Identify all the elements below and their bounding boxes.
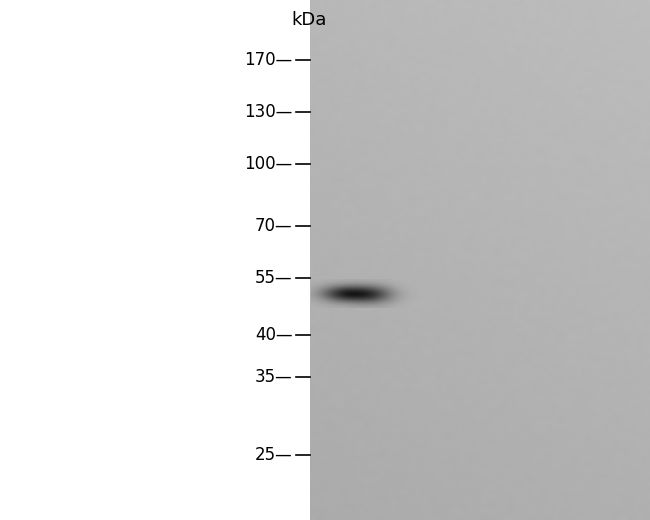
Text: 130—: 130— xyxy=(244,103,292,121)
Text: 70—: 70— xyxy=(255,217,292,235)
Text: 35—: 35— xyxy=(255,368,292,386)
Text: 100—: 100— xyxy=(244,155,292,173)
Text: 25—: 25— xyxy=(255,446,292,464)
Text: 170—: 170— xyxy=(244,51,292,69)
Text: 55—: 55— xyxy=(255,269,292,287)
Text: 40—: 40— xyxy=(255,327,292,344)
Text: kDa: kDa xyxy=(291,11,326,29)
